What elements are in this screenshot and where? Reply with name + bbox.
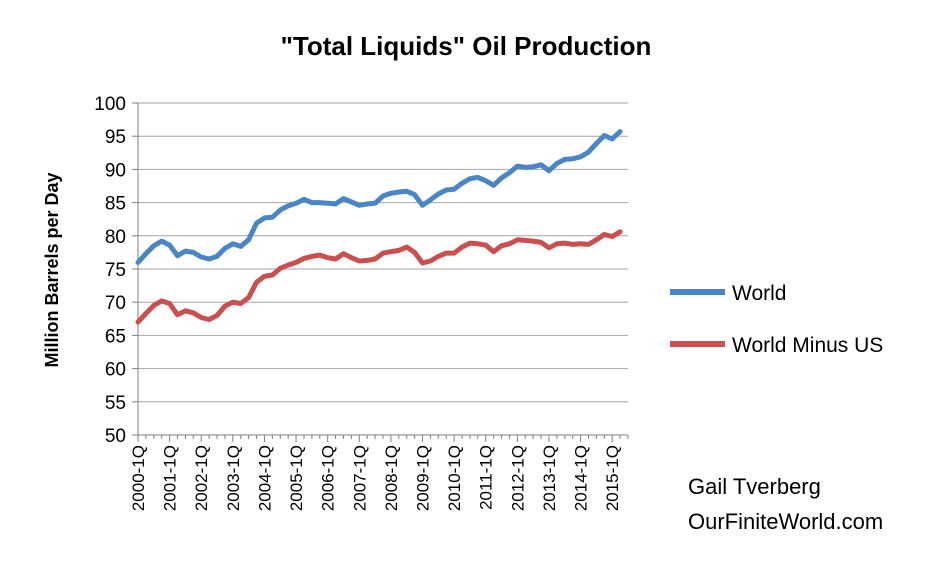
x-tick-label-2014-1Q: 2014-1Q — [572, 445, 591, 511]
y-axis-label: Million Barrels per Day — [42, 172, 62, 367]
legend-label-0: World — [732, 282, 786, 305]
x-tick-label-2005-1Q: 2005-1Q — [287, 445, 306, 511]
grid — [138, 102, 628, 436]
x-tick-label-2015-1Q: 2015-1Q — [603, 445, 622, 511]
x-tick-label-2004-1Q: 2004-1Q — [255, 445, 274, 511]
x-tick-label-2008-1Q: 2008-1Q — [382, 445, 401, 511]
legend-label-1: World Minus US — [732, 334, 883, 357]
x-tick-label-2006-1Q: 2006-1Q — [319, 445, 338, 511]
x-tick-label-2007-1Q: 2007-1Q — [350, 445, 369, 511]
y-tick-label-65: 65 — [105, 326, 126, 347]
credit-site: OurFiniteWorld.com — [688, 509, 883, 534]
y-tick-label-50: 50 — [105, 426, 126, 447]
x-tick-label-2012-1Q: 2012-1Q — [508, 445, 527, 511]
y-tick-label-70: 70 — [105, 293, 126, 314]
x-tick-label-2013-1Q: 2013-1Q — [540, 445, 559, 511]
x-axis: 2000-1Q 2001-1Q 2002-1Q 2003-1Q 2004-1Q 2005-… — [129, 435, 629, 511]
y-tick-label-60: 60 — [105, 360, 126, 381]
legend: World World Minus US — [670, 282, 883, 357]
series-line-world-minus-us — [135, 229, 623, 325]
credit-author: Gail Tverberg — [688, 474, 821, 499]
y-tick-label-95: 95 — [105, 127, 126, 148]
y-axis-ticks: 50 55 60 65 70 75 80 85 90 95 100 — [94, 94, 139, 447]
x-tick-label-2001-1Q: 2001-1Q — [161, 445, 180, 511]
x-tick-label-2000-1Q: 2000-1Q — [129, 445, 148, 511]
y-tick-label-75: 75 — [105, 260, 126, 281]
series-group — [135, 129, 623, 325]
y-tick-label-85: 85 — [105, 194, 126, 215]
y-tick-label-80: 80 — [105, 227, 126, 248]
x-tick-label-2011-1Q: 2011-1Q — [477, 445, 496, 510]
x-tick-label-2002-1Q: 2002-1Q — [192, 445, 211, 511]
y-tick-label-90: 90 — [105, 160, 126, 181]
chart-title: "Total Liquids" Oil Production — [281, 31, 652, 61]
x-tick-label-2003-1Q: 2003-1Q — [224, 445, 243, 511]
y-tick-label-100: 100 — [94, 94, 126, 115]
x-tick-label-2009-1Q: 2009-1Q — [414, 445, 433, 511]
y-tick-label-55: 55 — [105, 393, 126, 414]
series-line-world — [135, 129, 623, 265]
x-tick-label-2010-1Q: 2010-1Q — [445, 445, 464, 511]
